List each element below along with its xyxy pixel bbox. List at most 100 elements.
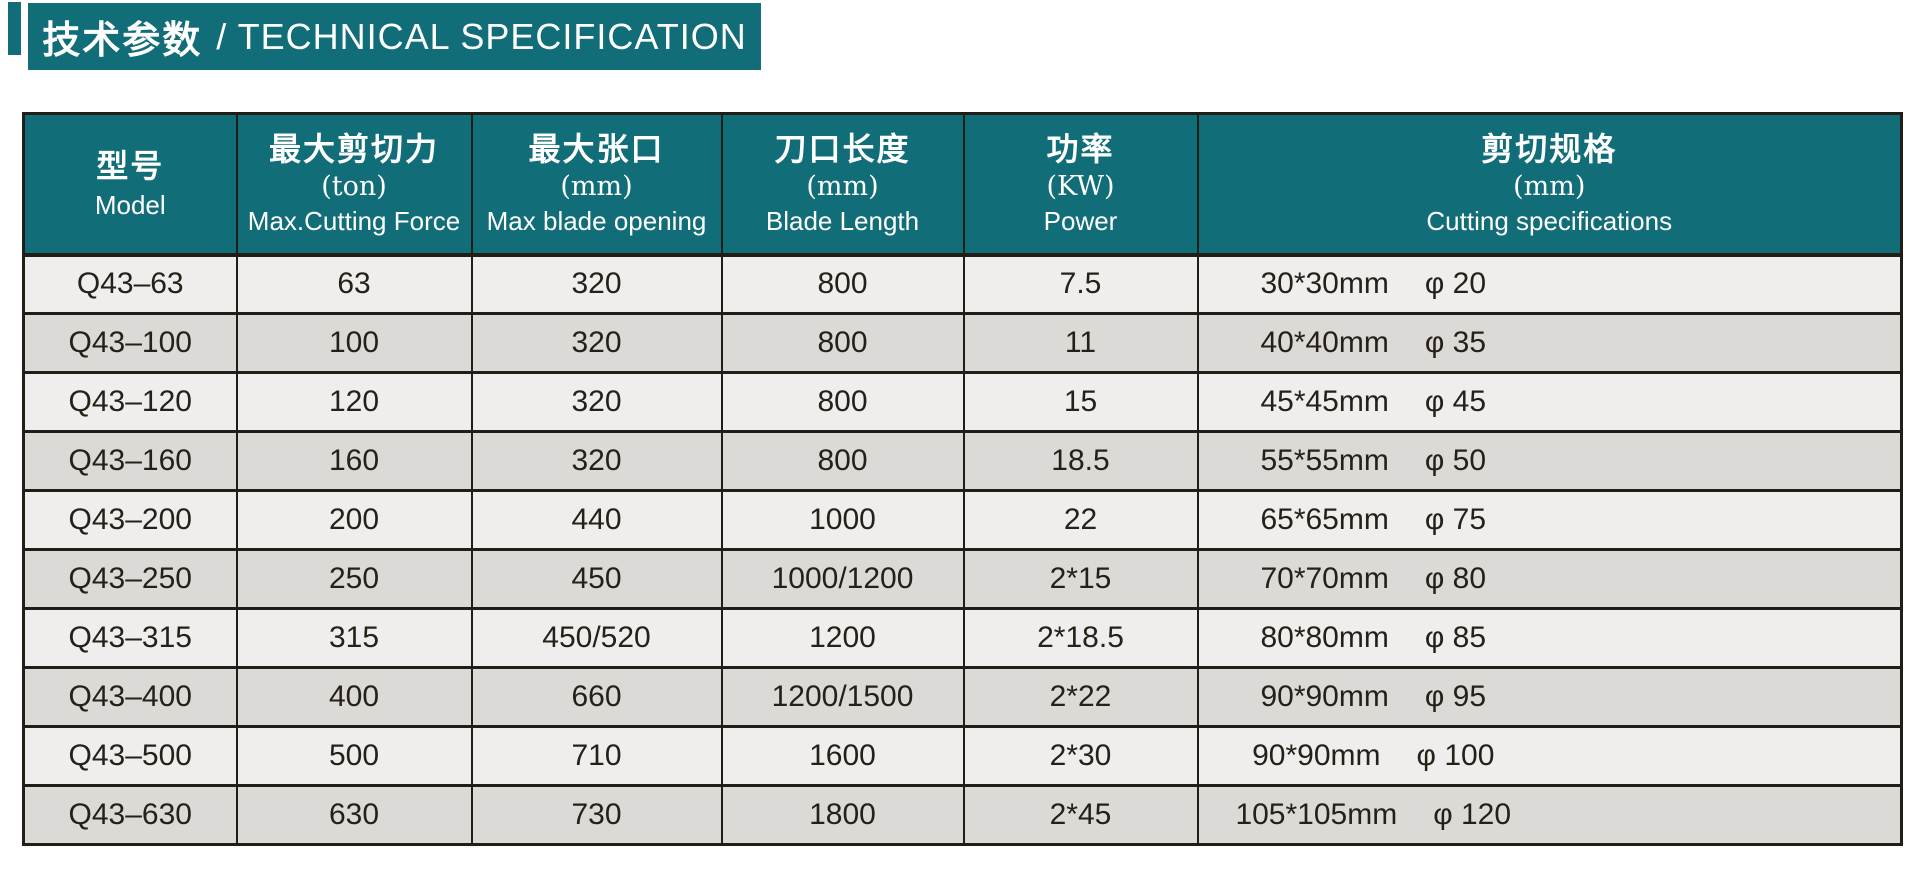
header-zh: 刀口长度 bbox=[774, 130, 911, 169]
spec-diameter: φ 45 bbox=[1424, 385, 1487, 418]
force-cell: 160 bbox=[235, 430, 473, 492]
column-header-max-cutting-force: 最大剪切力 (ton) Max.Cutting Force bbox=[235, 112, 473, 257]
section-title-en: / TECHNICAL SPECIFICATION bbox=[216, 15, 747, 57]
section-title-bar: 技术参数 / TECHNICAL SPECIFICATION bbox=[28, 3, 761, 70]
opening-cell: 450/520 bbox=[470, 607, 723, 669]
spec-cell: 65*65mm φ 75 bbox=[1196, 489, 1903, 551]
blade-cell: 800 bbox=[720, 312, 965, 374]
spec-cell: 80*80mm φ 85 bbox=[1196, 607, 1903, 669]
blade-cell: 1800 bbox=[720, 784, 965, 846]
model-cell: Q43–400 bbox=[22, 666, 238, 728]
spec-diameter: φ 85 bbox=[1424, 621, 1487, 654]
table-row: Q43–400 400 660 1200/1500 2*22 90*90mm φ… bbox=[22, 666, 1903, 728]
spec-size: 30*30mm bbox=[1260, 267, 1389, 301]
spec-size: 90*90mm bbox=[1260, 680, 1389, 713]
force-cell: 315 bbox=[235, 607, 473, 669]
opening-cell: 320 bbox=[470, 371, 723, 433]
opening-cell: 440 bbox=[470, 489, 723, 551]
model-cell: Q43–63 bbox=[22, 253, 238, 315]
spec-size: 45*45mm bbox=[1260, 385, 1389, 418]
spec-cell: 55*55mm φ 50 bbox=[1196, 430, 1903, 492]
force-cell: 100 bbox=[235, 312, 473, 374]
model-cell: Q43–120 bbox=[22, 371, 238, 433]
table-row: Q43–160 160 320 800 18.5 55*55mm φ 50 bbox=[22, 430, 1903, 492]
header-en: Power bbox=[1043, 206, 1118, 237]
power-cell: 2*22 bbox=[962, 666, 1199, 728]
spec-cell: 45*45mm φ 45 bbox=[1196, 371, 1903, 433]
column-header-cutting-specifications: 剪切规格 (mm) Cutting specifications bbox=[1196, 112, 1903, 257]
spec-cell: 105*105mm φ 120 bbox=[1196, 784, 1903, 846]
header-zh: 型号 bbox=[96, 146, 165, 185]
model-cell: Q43–250 bbox=[22, 548, 238, 610]
blade-cell: 800 bbox=[720, 253, 965, 315]
blade-cell: 1000 bbox=[720, 489, 965, 551]
opening-cell: 660 bbox=[470, 666, 723, 728]
power-cell: 2*15 bbox=[962, 548, 1199, 610]
spec-diameter: φ 50 bbox=[1424, 444, 1487, 477]
opening-cell: 320 bbox=[470, 253, 723, 315]
table-row: Q43–63 63 320 800 7.5 30*30mm φ 20 bbox=[22, 253, 1903, 315]
spec-diameter: φ 20 bbox=[1424, 267, 1487, 301]
header-zh: 剪切规格 bbox=[1481, 130, 1618, 169]
header-zh: 最大张口 bbox=[528, 130, 665, 169]
spec-size: 90*90mm bbox=[1252, 739, 1381, 772]
spec-cell: 40*40mm φ 35 bbox=[1196, 312, 1903, 374]
spec-cell: 90*90mm φ 95 bbox=[1196, 666, 1903, 728]
power-cell: 11 bbox=[962, 312, 1199, 374]
header-unit: (mm) bbox=[560, 171, 633, 203]
spec-cell: 70*70mm φ 80 bbox=[1196, 548, 1903, 610]
spec-diameter: φ 95 bbox=[1424, 680, 1487, 713]
header-unit: (mm) bbox=[1513, 171, 1586, 203]
header-row: 型号 Model 最大剪切力 (ton) Max.Cutting Force 最… bbox=[22, 112, 1903, 257]
opening-cell: 320 bbox=[470, 312, 723, 374]
model-cell: Q43–630 bbox=[22, 784, 238, 846]
spec-size: 70*70mm bbox=[1260, 562, 1389, 595]
force-cell: 120 bbox=[235, 371, 473, 433]
spec-diameter: φ 80 bbox=[1424, 562, 1487, 595]
spec-size: 40*40mm bbox=[1260, 326, 1389, 359]
spec-size: 105*105mm bbox=[1235, 798, 1398, 831]
blade-cell: 1200 bbox=[720, 607, 965, 669]
column-header-blade-length: 刀口长度 (mm) Blade Length bbox=[720, 112, 965, 257]
table-row: Q43–500 500 710 1600 2*30 90*90mm φ 100 bbox=[22, 725, 1903, 787]
force-cell: 630 bbox=[235, 784, 473, 846]
power-cell: 15 bbox=[962, 371, 1199, 433]
power-cell: 2*30 bbox=[962, 725, 1199, 787]
blade-cell: 1000/1200 bbox=[720, 548, 965, 610]
model-cell: Q43–100 bbox=[22, 312, 238, 374]
header-en: Max blade opening bbox=[486, 206, 707, 237]
spec-diameter: φ 100 bbox=[1416, 739, 1495, 772]
header-en: Model bbox=[94, 189, 166, 220]
spec-size: 55*55mm bbox=[1260, 444, 1389, 477]
opening-cell: 320 bbox=[470, 430, 723, 492]
section-title-zh: 技术参数 bbox=[42, 17, 203, 62]
header-en: Cutting specifications bbox=[1426, 206, 1673, 237]
spec-diameter: φ 35 bbox=[1424, 326, 1487, 359]
opening-cell: 710 bbox=[470, 725, 723, 787]
model-cell: Q43–160 bbox=[22, 430, 238, 492]
force-cell: 250 bbox=[235, 548, 473, 610]
opening-cell: 730 bbox=[470, 784, 723, 846]
column-header-max-blade-opening: 最大张口 (mm) Max blade opening bbox=[470, 112, 723, 257]
technical-specification-table: 型号 Model 最大剪切力 (ton) Max.Cutting Force 最… bbox=[22, 112, 1903, 846]
header-zh: 功率 bbox=[1046, 130, 1115, 169]
power-cell: 22 bbox=[962, 489, 1199, 551]
spec-diameter: φ 75 bbox=[1424, 503, 1487, 536]
power-cell: 2*45 bbox=[962, 784, 1199, 846]
power-cell: 2*18.5 bbox=[962, 607, 1199, 669]
spec-size: 80*80mm bbox=[1260, 621, 1389, 654]
blade-cell: 1600 bbox=[720, 725, 965, 787]
power-cell: 7.5 bbox=[962, 253, 1199, 315]
page-edge-mark bbox=[8, 2, 21, 55]
force-cell: 400 bbox=[235, 666, 473, 728]
header-en: Max.Cutting Force bbox=[247, 206, 461, 237]
blade-cell: 800 bbox=[720, 430, 965, 492]
spec-cell: 90*90mm φ 100 bbox=[1196, 725, 1903, 787]
spec-cell: 30*30mm φ 20 bbox=[1196, 253, 1903, 315]
spec-diameter: φ 120 bbox=[1433, 798, 1512, 831]
blade-cell: 1200/1500 bbox=[720, 666, 965, 728]
column-header-model: 型号 Model bbox=[22, 112, 238, 257]
model-cell: Q43–500 bbox=[22, 725, 238, 787]
header-unit: (ton) bbox=[321, 171, 387, 203]
power-cell: 18.5 bbox=[962, 430, 1199, 492]
